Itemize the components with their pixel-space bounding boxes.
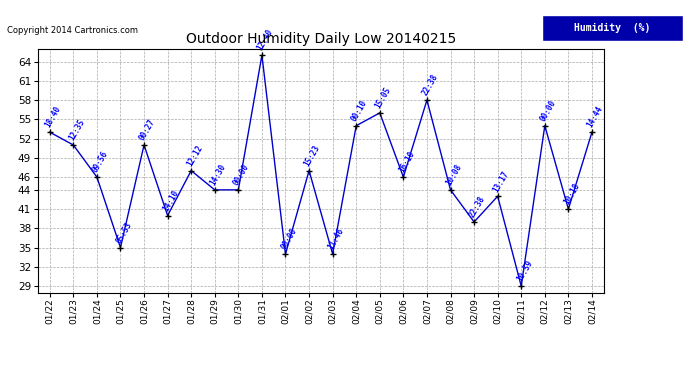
Title: Outdoor Humidity Daily Low 20140215: Outdoor Humidity Daily Low 20140215 <box>186 32 456 46</box>
Text: 15:05: 15:05 <box>373 86 393 110</box>
Text: 13:17: 13:17 <box>491 169 511 194</box>
Text: 00:27: 00:27 <box>137 118 157 142</box>
Text: 00:00: 00:00 <box>232 163 251 187</box>
Text: 16:10: 16:10 <box>397 150 416 174</box>
Text: 14:10: 14:10 <box>161 188 181 213</box>
Text: 00:00: 00:00 <box>538 98 558 123</box>
Text: 12:35: 12:35 <box>67 118 86 142</box>
Text: 14:44: 14:44 <box>586 105 605 129</box>
Text: 18:40: 18:40 <box>43 105 63 129</box>
Text: 12:40: 12:40 <box>255 28 275 53</box>
Text: 22:38: 22:38 <box>420 73 440 97</box>
Text: 10:59: 10:59 <box>515 259 534 283</box>
Text: 11:46: 11:46 <box>326 227 346 251</box>
Text: 12:12: 12:12 <box>185 143 204 168</box>
Text: 22:38: 22:38 <box>468 195 487 219</box>
Text: 10:18: 10:18 <box>562 182 582 206</box>
Text: 00:00: 00:00 <box>279 227 299 251</box>
Text: 09:56: 09:56 <box>90 150 110 174</box>
Text: 10:08: 10:08 <box>444 163 464 187</box>
Text: 05:53: 05:53 <box>114 220 133 245</box>
Text: 00:10: 00:10 <box>350 98 369 123</box>
Text: 15:23: 15:23 <box>303 143 322 168</box>
Text: Copyright 2014 Cartronics.com: Copyright 2014 Cartronics.com <box>7 26 138 35</box>
Text: 14:30: 14:30 <box>208 163 228 187</box>
Text: Humidity  (%): Humidity (%) <box>574 23 651 33</box>
